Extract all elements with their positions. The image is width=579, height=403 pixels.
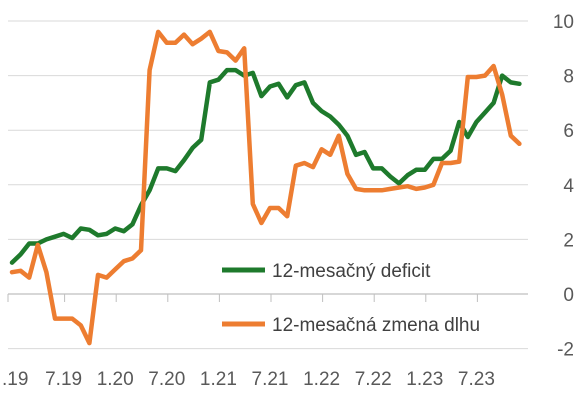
x-tick-label: .19 (2, 369, 28, 390)
x-tick-label: 1.21 (200, 369, 237, 390)
gridlines (8, 20, 528, 350)
y-tick-label: 8 (563, 67, 574, 88)
x-tick-label: 1.22 (303, 369, 340, 390)
y-tick-label: 10 (553, 12, 574, 33)
legend: 12-mesačný deficit 12-mesačná zmena dlhu (222, 261, 480, 336)
x-tick-label: 1.23 (406, 369, 443, 390)
x-tick-label: 7.22 (355, 369, 392, 390)
series-line-deficit (9, 67, 522, 265)
x-tick-label: 7.20 (148, 369, 185, 390)
y-tick-label: -2 (557, 340, 574, 361)
y-axis-tick-labels: -2 0 2 4 6 8 10 (553, 12, 575, 361)
y-tick-label: 2 (563, 230, 574, 251)
y-tick-label: 6 (563, 121, 574, 142)
x-tick-label: 7.21 (252, 369, 289, 390)
legend-label-debt-change: 12-mesačná zmena dlhu (272, 315, 480, 336)
x-tick-label: 1.20 (97, 369, 134, 390)
series-line-debt-change (9, 29, 522, 346)
x-tick-label: 7.23 (458, 369, 495, 390)
y-tick-label: 4 (563, 176, 574, 197)
legend-label-deficit: 12-mesačný deficit (272, 261, 431, 282)
x-axis: .19 7.19 1.20 7.20 1.21 7.21 1.22 7.22 1.23 7.23 (2, 294, 495, 390)
x-tick-label: 7.19 (45, 369, 82, 390)
y-tick-label: 0 (563, 285, 574, 306)
series-lines (9, 29, 522, 346)
